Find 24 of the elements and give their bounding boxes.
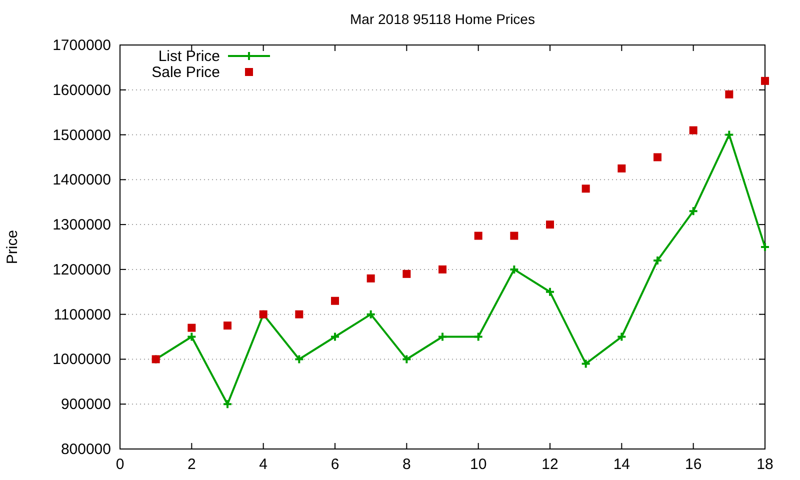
y-tick-label: 1600000 — [52, 82, 111, 99]
y-tick-label: 1400000 — [52, 172, 111, 189]
x-tick-label: 18 — [756, 456, 774, 473]
y-tick-label: 1700000 — [52, 37, 111, 54]
x-tick-label: 4 — [259, 456, 268, 473]
y-tick-label: 800000 — [60, 441, 111, 458]
chart-title: Mar 2018 95118 Home Prices — [350, 11, 535, 27]
x-tick-label: 16 — [684, 456, 702, 473]
x-tick-label: 0 — [116, 456, 124, 473]
x-tick-label: 14 — [613, 456, 630, 473]
x-tick-label: 10 — [470, 456, 487, 473]
legend-label: Sale Price — [152, 64, 220, 81]
y-tick-label: 1000000 — [52, 351, 111, 368]
y-tick-label: 1200000 — [52, 261, 111, 278]
y-tick-label: 1500000 — [52, 126, 111, 144]
x-tick-label: 12 — [542, 456, 558, 473]
x-tick-label: 2 — [187, 456, 196, 473]
y-tick-label: 900000 — [60, 396, 111, 414]
y-tick-label: 1100000 — [54, 306, 111, 324]
y-tick-label: 1300000 — [52, 216, 111, 234]
x-tick-label: 8 — [402, 456, 411, 473]
y-axis-title: Price — [4, 230, 21, 264]
x-tick-label: 6 — [330, 456, 340, 473]
legend-label: List Price — [158, 48, 220, 65]
